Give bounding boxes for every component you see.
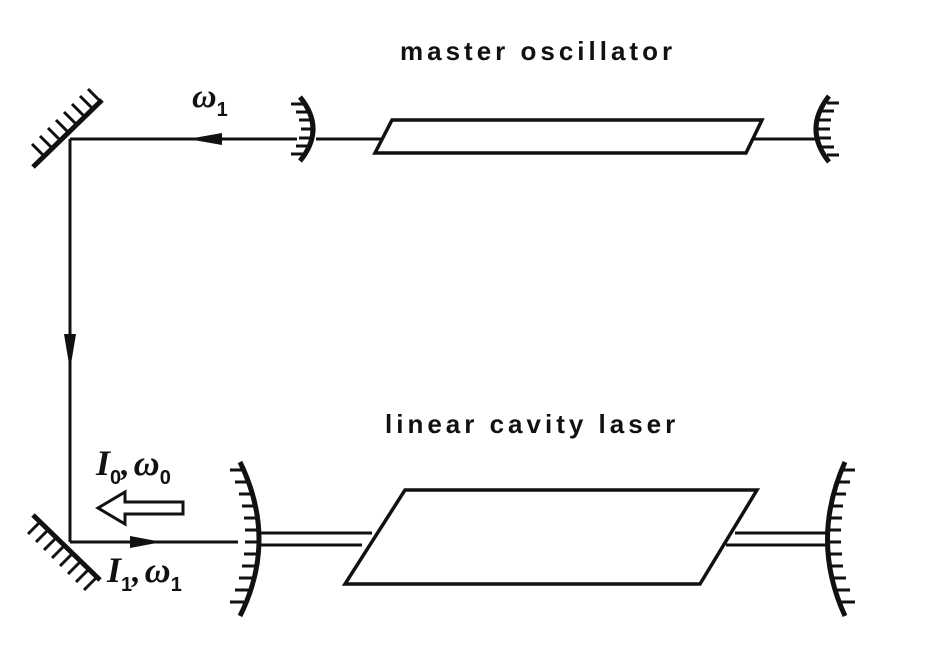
laser-beam-right [726,531,828,547]
master-right-mirror [813,94,839,164]
input-beam-label: I1, ω1 [106,550,182,596]
beam-arrow-down [64,334,76,370]
laser-right-mirror [825,460,855,618]
laser-gain-medium [341,488,761,586]
linear-cavity-laser-label: linear cavity laser [385,409,679,439]
beam-arrow-right-bottom [130,536,162,548]
beam-arrow-left-top [188,133,222,145]
reflected-hollow-arrow [95,489,185,527]
master-oscillator-label: master oscillator [400,36,676,66]
reflected-beam-label: I0, ω0 [95,443,171,489]
master-gain-medium [372,118,765,155]
laser-beam-left [258,531,372,547]
top-left-fold-mirror [30,87,104,169]
master-left-mirror [291,95,316,163]
laser-left-mirror [230,460,262,618]
bottom-left-fold-mirror [26,513,102,592]
injected-frequency-label: ω1 [192,78,228,121]
